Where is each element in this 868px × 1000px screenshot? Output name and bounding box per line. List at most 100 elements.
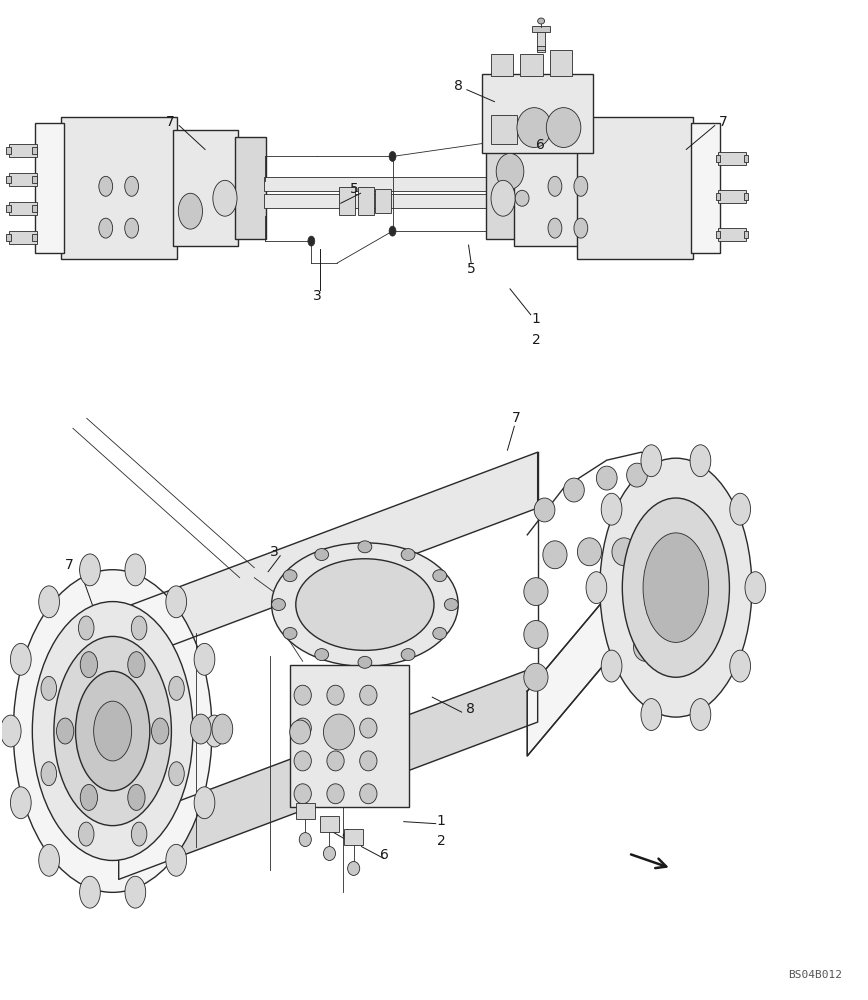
Ellipse shape <box>496 153 524 189</box>
Bar <box>61 117 177 259</box>
Ellipse shape <box>0 715 21 747</box>
Ellipse shape <box>56 718 74 744</box>
Ellipse shape <box>178 193 202 229</box>
Ellipse shape <box>315 549 329 561</box>
Ellipse shape <box>444 599 458 611</box>
Ellipse shape <box>168 762 184 786</box>
Ellipse shape <box>546 108 581 147</box>
Ellipse shape <box>296 559 434 650</box>
Text: 1: 1 <box>531 312 541 326</box>
Bar <box>6 176 10 183</box>
Text: 5: 5 <box>350 182 358 196</box>
Ellipse shape <box>433 570 447 582</box>
Ellipse shape <box>401 549 415 561</box>
Bar <box>358 187 373 215</box>
Ellipse shape <box>358 656 372 668</box>
Ellipse shape <box>283 627 297 639</box>
Bar <box>536 30 545 52</box>
Ellipse shape <box>600 458 752 717</box>
Text: BS04B012: BS04B012 <box>788 970 842 980</box>
Bar <box>718 228 746 241</box>
Text: 3: 3 <box>313 289 322 303</box>
Ellipse shape <box>730 650 751 682</box>
Bar <box>264 177 489 191</box>
Ellipse shape <box>152 718 168 744</box>
Bar <box>515 130 579 246</box>
Text: 7: 7 <box>719 115 727 129</box>
Text: 2: 2 <box>531 333 540 347</box>
Ellipse shape <box>359 685 377 705</box>
Ellipse shape <box>125 218 139 238</box>
Ellipse shape <box>166 844 187 876</box>
Ellipse shape <box>294 718 312 738</box>
Ellipse shape <box>125 176 139 196</box>
Ellipse shape <box>299 833 312 847</box>
Ellipse shape <box>212 714 233 744</box>
Ellipse shape <box>641 699 661 730</box>
Ellipse shape <box>574 176 588 196</box>
Ellipse shape <box>537 18 544 24</box>
Ellipse shape <box>327 751 344 771</box>
Ellipse shape <box>128 784 145 810</box>
Ellipse shape <box>10 787 31 819</box>
Bar <box>536 46 545 50</box>
Bar <box>9 144 36 157</box>
Ellipse shape <box>324 714 354 750</box>
Bar <box>491 115 517 144</box>
Ellipse shape <box>194 643 215 675</box>
Text: 8: 8 <box>454 79 463 93</box>
Ellipse shape <box>13 570 212 892</box>
Ellipse shape <box>294 784 312 804</box>
Ellipse shape <box>308 236 315 246</box>
Ellipse shape <box>602 493 622 525</box>
Bar <box>35 123 64 253</box>
Ellipse shape <box>190 714 211 744</box>
Ellipse shape <box>643 533 708 642</box>
Ellipse shape <box>574 218 588 238</box>
Bar <box>576 117 694 259</box>
Ellipse shape <box>634 556 658 584</box>
Ellipse shape <box>690 445 711 477</box>
Bar <box>532 26 549 32</box>
Bar <box>491 54 514 76</box>
Ellipse shape <box>80 652 97 678</box>
Ellipse shape <box>10 643 31 675</box>
Ellipse shape <box>80 784 97 810</box>
Ellipse shape <box>577 538 602 566</box>
Ellipse shape <box>602 650 622 682</box>
Text: 3: 3 <box>270 545 279 559</box>
Bar <box>718 152 746 165</box>
Bar <box>744 193 748 200</box>
Bar <box>235 137 266 239</box>
Bar <box>320 816 339 832</box>
Bar <box>486 137 517 239</box>
Ellipse shape <box>358 541 372 553</box>
Ellipse shape <box>563 478 584 502</box>
Text: 7: 7 <box>512 411 521 425</box>
Bar <box>6 147 10 154</box>
Ellipse shape <box>389 226 396 236</box>
Ellipse shape <box>690 699 711 730</box>
Bar <box>744 155 748 162</box>
Ellipse shape <box>41 676 56 700</box>
Bar <box>32 176 36 183</box>
Ellipse shape <box>78 616 94 640</box>
Text: 2: 2 <box>437 834 445 848</box>
Bar <box>296 803 315 819</box>
Bar <box>9 231 36 244</box>
Ellipse shape <box>128 652 145 678</box>
Ellipse shape <box>131 616 147 640</box>
Ellipse shape <box>168 676 184 700</box>
Ellipse shape <box>283 570 297 582</box>
Bar <box>339 187 354 215</box>
Ellipse shape <box>612 538 636 566</box>
Bar <box>344 829 363 845</box>
Ellipse shape <box>359 751 377 771</box>
Ellipse shape <box>125 554 146 586</box>
Ellipse shape <box>32 602 193 860</box>
Ellipse shape <box>166 586 187 618</box>
Text: 8: 8 <box>466 702 475 716</box>
Ellipse shape <box>745 572 766 604</box>
Ellipse shape <box>204 715 225 747</box>
Text: 6: 6 <box>380 848 389 862</box>
